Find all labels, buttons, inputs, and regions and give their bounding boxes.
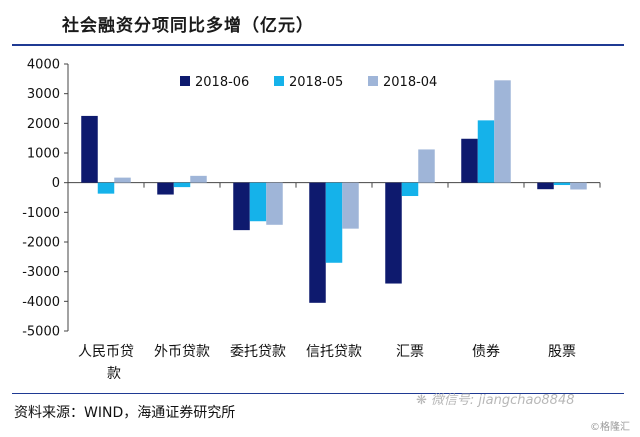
y-tick-label: 1000: [27, 147, 60, 162]
title-divider: [12, 44, 624, 46]
bar: [173, 182, 191, 188]
bar: [401, 182, 419, 197]
legend-label: 2018-06: [195, 75, 249, 90]
chart-title: 社会融资分项同比多增（亿元）: [62, 16, 314, 36]
y-tick-label: -1000: [22, 206, 60, 221]
y-tick-label: -5000: [22, 325, 60, 340]
source-note: 资料来源：WIND，海通证券研究所: [14, 405, 236, 421]
legend-label: 2018-04: [383, 75, 437, 90]
bar: [418, 149, 435, 183]
bar: [249, 182, 267, 222]
x-category-label: 委托贷款: [230, 344, 286, 360]
bar: [309, 182, 326, 303]
x-category-label: 汇票: [396, 344, 424, 360]
footer-divider: [12, 393, 624, 394]
x-category-label: 股票: [548, 344, 576, 360]
y-tick-label: 4000: [27, 58, 60, 73]
bar: [477, 120, 495, 183]
x-category-label: 债券: [472, 344, 500, 360]
x-category-label: 信托贷款: [306, 344, 362, 360]
legend-swatch: [274, 76, 284, 86]
bar: [190, 175, 207, 183]
bar: [266, 182, 283, 225]
y-tick-label: 3000: [27, 87, 60, 102]
legend-swatch: [368, 76, 378, 86]
x-category-label: 外币贷款: [154, 344, 210, 360]
bar: [157, 182, 174, 195]
legend-swatch: [180, 76, 190, 86]
watermark-text: 微信号: jiangchao8848: [430, 393, 575, 408]
x-category-label: 人民币贷款: [78, 344, 134, 382]
bar: [537, 182, 554, 190]
legend-label: 2018-05: [289, 75, 343, 90]
y-tick-label: 2000: [27, 117, 60, 132]
bar: [325, 182, 343, 263]
bar-chart: 4000 3000 2000 1000 0 -1000 -2000 -3000 -4000 -50…: [22, 58, 601, 382]
bar: [385, 182, 402, 284]
y-tick-label: -4000: [22, 295, 60, 310]
bar: [553, 182, 571, 186]
title-row: 社会融资分项同比多增（亿元）: [0, 0, 640, 44]
bar: [461, 138, 478, 183]
corner-mark: ©格隆汇: [590, 422, 630, 433]
y-tick-label: -2000: [22, 236, 60, 251]
bar: [81, 115, 98, 183]
bar: [233, 182, 250, 231]
bar: [114, 177, 131, 183]
bar: [494, 80, 511, 183]
wechat-icon: ❋: [416, 393, 427, 408]
y-tick-label: 0: [52, 176, 60, 191]
bar: [342, 182, 359, 229]
y-tick-label: -3000: [22, 265, 60, 280]
bar: [97, 182, 115, 194]
bar: [570, 182, 587, 190]
watermark: ❋ 微信号: jiangchao8848: [416, 389, 575, 408]
